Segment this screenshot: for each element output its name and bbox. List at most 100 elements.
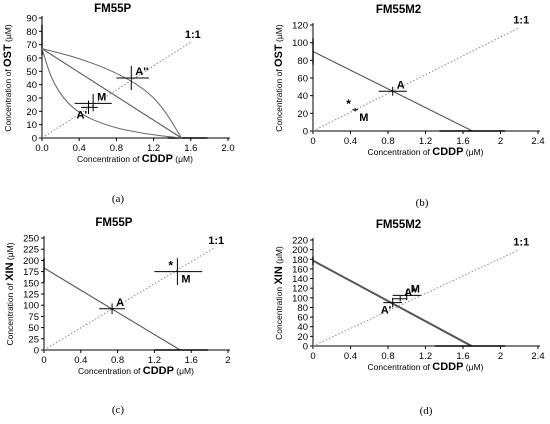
x-tick-label: 1.6	[185, 355, 198, 366]
y-tick-label: 20	[297, 332, 308, 343]
y-tick-label: 80	[26, 27, 37, 38]
x-tick-label: 0.4	[344, 351, 357, 362]
x-tick-label: 1.2	[419, 136, 432, 147]
panel-caption: (a)	[112, 193, 125, 205]
x-tick-label: 0.8	[111, 355, 124, 366]
x-tick-label: 1.6	[184, 143, 197, 154]
y-tick-label: 200	[23, 256, 39, 267]
chart-panel-1: 0 10 20 30 40 50 60 70 80 90 0.0 0.4 0.8 1.2 1.6 2.0 Con…	[2, 3, 235, 205]
y-tick-label: 100	[292, 293, 308, 304]
x-tick-label: 2	[225, 355, 230, 366]
data-point-M: M*	[346, 97, 368, 124]
point-label: A'	[77, 109, 88, 121]
x-tick-label: 0.4	[73, 143, 86, 154]
point-label: A''	[135, 66, 149, 78]
y-axis-label-drug: OST	[2, 44, 14, 67]
x-tick-label: 0.4	[74, 355, 87, 366]
y-tick-label: 175	[23, 267, 39, 278]
x-axis-label-unit: (μM)	[463, 147, 483, 157]
y-tick-label: 250	[23, 234, 39, 245]
y-tick-label: 50	[26, 67, 37, 78]
y-tick-label: 120	[292, 21, 308, 32]
panel-caption: (d)	[420, 405, 433, 417]
y-axis-label-drug: OST	[273, 44, 285, 67]
x-axis-label-unit: (μM)	[174, 366, 194, 376]
x-axis-label-prefix: Concentration of	[77, 154, 142, 164]
y-axis-label-prefix: Concentration of	[5, 281, 15, 346]
y-tick-label: 40	[297, 91, 308, 102]
y-axis-label-unit: (μM)	[5, 242, 15, 262]
x-tick-label: 0.4	[344, 136, 357, 147]
isobologram-line	[41, 48, 182, 139]
x-axis-label-prefix: Concentration of	[78, 366, 143, 376]
y-tick-label: 70	[26, 40, 37, 51]
point-label: M	[359, 112, 368, 124]
chart-title: FM55M2	[376, 219, 421, 231]
x-axis-label: Concentration of CDDP (μM)	[77, 153, 193, 165]
data-point-Ap: A'	[77, 100, 98, 121]
y-tick-label: 150	[23, 278, 39, 289]
x-tick-label: 2.4	[531, 351, 544, 362]
x-tick-label: 0.8	[381, 351, 394, 362]
point-label: M	[181, 274, 190, 286]
x-tick-label: 1.2	[148, 355, 161, 366]
y-tick-label: 160	[292, 264, 308, 275]
x-axis-label: Concentration of CDDP (μM)	[368, 146, 484, 158]
chart-title: FM55M2	[376, 4, 421, 16]
chart-title: FM55P	[95, 217, 132, 229]
y-axis-label-unit: (μM)	[274, 24, 284, 44]
diagonal-label: 1:1	[513, 237, 529, 249]
y-tick-label: 40	[297, 322, 308, 333]
y-axis-label-prefix: Concentration of	[274, 67, 284, 132]
y-axis-label-unit: (μM)	[274, 246, 284, 266]
point-label: M	[97, 91, 106, 103]
y-tick-label: 60	[26, 54, 37, 65]
y-tick-label: 50	[28, 323, 39, 334]
y-tick-label: 0	[303, 342, 308, 353]
x-tick-label: 0.0	[35, 143, 48, 154]
diagonal-1-1-line	[41, 41, 192, 139]
data-point-App: A''	[116, 66, 149, 90]
chart-panel-2: 0 20 40 60 80 100 120 0 0.4 0.8 1.2 1.6 2 2.4 Concentr…	[273, 4, 545, 209]
x-tick-label: 0	[310, 136, 315, 147]
diagonal-1-1-line	[312, 249, 520, 347]
x-axis-label-drug: CDDP	[142, 153, 173, 165]
y-tick-label: 220	[292, 236, 308, 247]
x-axis-label-unit: (μM)	[463, 362, 483, 372]
y-tick-label: 30	[26, 94, 37, 105]
y-tick-label: 60	[297, 313, 308, 324]
y-tick-label: 90	[26, 14, 37, 25]
diagonal-1-1-line	[43, 247, 215, 351]
point-label: M	[411, 283, 420, 295]
x-tick-label: 0	[310, 351, 315, 362]
y-axis-label: Concentration of XIN (μM)	[4, 242, 16, 345]
diagonal-label: 1:1	[513, 15, 529, 27]
confidence-curve	[41, 48, 182, 139]
x-tick-label: 2.4	[531, 136, 544, 147]
y-tick-label: 225	[23, 245, 39, 256]
x-tick-label: 1.6	[456, 351, 469, 362]
x-tick-label: 1.2	[419, 351, 432, 362]
data-point-M: M	[74, 91, 112, 112]
x-tick-label: 0.8	[110, 143, 123, 154]
y-axis-label-drug: XIN	[4, 262, 16, 280]
data-point-A: A	[378, 79, 407, 96]
y-tick-label: 80	[297, 56, 308, 67]
isobologram-line-alt	[312, 260, 471, 347]
data-point-M: M*	[154, 258, 203, 286]
y-tick-label: 60	[297, 74, 308, 85]
panel-caption: (b)	[416, 197, 429, 209]
x-tick-label: 1.2	[147, 143, 160, 154]
y-tick-label: 40	[26, 80, 37, 91]
y-tick-label: 180	[292, 255, 308, 266]
x-tick-label: 0	[41, 355, 46, 366]
x-axis-label-drug: CDDP	[143, 365, 174, 377]
y-tick-label: 20	[297, 109, 308, 120]
diagonal-label: 1:1	[185, 29, 201, 41]
star-marker: *	[168, 259, 173, 273]
x-tick-label: 2	[498, 351, 503, 362]
y-tick-label: 75	[28, 312, 39, 323]
y-tick-label: 140	[292, 274, 308, 285]
